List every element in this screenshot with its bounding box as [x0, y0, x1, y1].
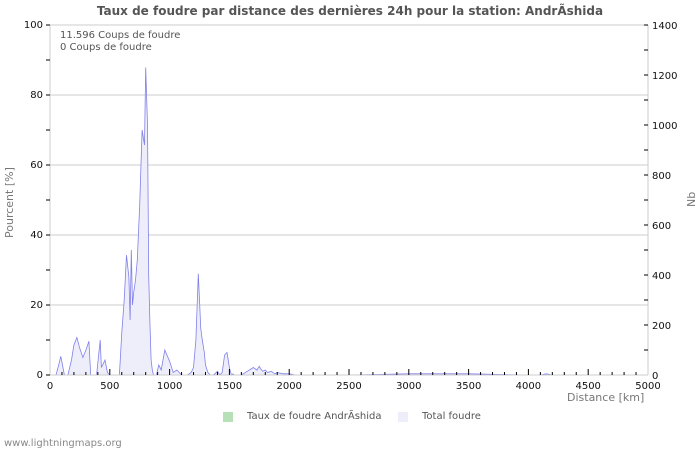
info-line-station: 0 Coups de foudre	[60, 42, 152, 53]
y-axis-title: Pourcent [%]	[3, 167, 16, 238]
footer-link[interactable]: www.lightningmaps.org	[4, 438, 122, 449]
svg-text:0: 0	[37, 370, 43, 381]
x-axis-title: Distance [km]	[567, 391, 644, 404]
svg-text:2000: 2000	[276, 381, 301, 392]
axes	[46, 24, 649, 376]
svg-text:80: 80	[30, 90, 43, 101]
svg-text:1500: 1500	[217, 381, 242, 392]
svg-text:0: 0	[47, 381, 53, 392]
y2-axis-title: Nb	[685, 192, 698, 207]
svg-text:40: 40	[30, 230, 43, 241]
svg-text:3000: 3000	[396, 381, 421, 392]
svg-text:800: 800	[652, 171, 671, 182]
svg-text:200: 200	[652, 321, 671, 332]
svg-text:60: 60	[30, 160, 43, 171]
info-line-total: 11.596 Coups de foudre	[60, 30, 180, 41]
legend-swatch-green	[223, 411, 233, 422]
svg-text:1200: 1200	[652, 71, 677, 82]
svg-text:4000: 4000	[516, 381, 541, 392]
svg-text:20: 20	[30, 300, 43, 311]
legend-label-station: Taux de foudre AndrÃ­shida	[247, 411, 382, 422]
legend-swatch-blue	[398, 411, 408, 422]
svg-text:400: 400	[652, 271, 671, 282]
svg-text:3500: 3500	[456, 381, 481, 392]
svg-text:1000: 1000	[157, 381, 182, 392]
svg-text:1400: 1400	[652, 21, 677, 32]
gridlines	[50, 24, 648, 306]
svg-text:2500: 2500	[336, 381, 361, 392]
legend-label-total: Total foudre	[422, 411, 481, 422]
svg-text:600: 600	[652, 221, 671, 232]
svg-text:5000: 5000	[635, 381, 660, 392]
svg-text:4500: 4500	[575, 381, 600, 392]
svg-text:100: 100	[24, 20, 43, 31]
legend-item-total: Total foudre	[398, 411, 481, 422]
total-foudre-series	[50, 67, 589, 376]
legend-item-station: Taux de foudre AndrÃ­shida	[223, 411, 382, 422]
svg-text:0: 0	[652, 371, 658, 382]
chart-title: Taux de foudre par distance des dernière…	[96, 4, 604, 18]
svg-text:1000: 1000	[652, 121, 677, 132]
svg-text:500: 500	[100, 381, 119, 392]
